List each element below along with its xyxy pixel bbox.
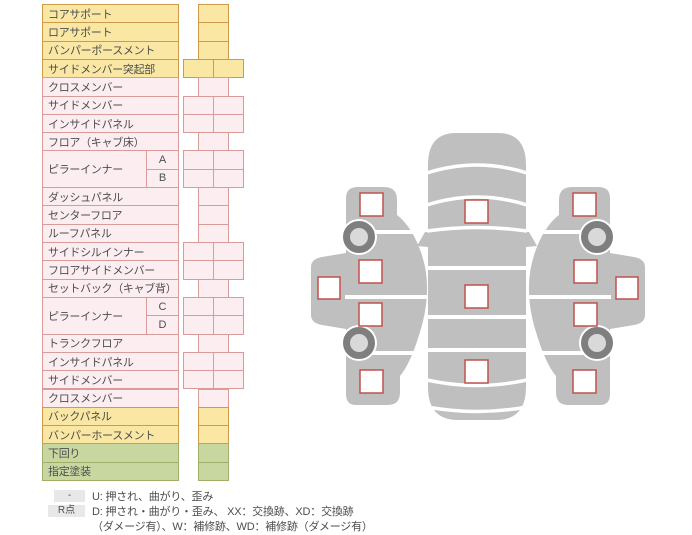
pillar-sub-label: B <box>146 168 179 189</box>
status-cell <box>183 168 214 189</box>
legend-text-u: U: 押され、曲がり、歪み <box>92 490 214 503</box>
damage-legend: - U: 押され、曲がり、歪み R点 D: 押され・曲がり・歪み、 XX：交換跡… <box>48 488 373 533</box>
part-label: ダッシュパネル <box>42 187 179 207</box>
status-cell <box>213 315 244 335</box>
right-mirror-icon <box>526 232 537 247</box>
part-label: サイドメンバー <box>42 95 179 115</box>
part-label: ピラーインナー <box>42 296 147 335</box>
checkpoint-square <box>464 199 489 224</box>
part-label: クロスメンバー <box>42 77 179 97</box>
status-cell <box>213 242 244 262</box>
status-cell <box>198 40 229 60</box>
status-cell <box>183 95 214 115</box>
status-cell <box>198 4 229 24</box>
left-side-view <box>311 187 429 405</box>
status-cell <box>198 223 229 244</box>
legend-badge-rpoint: R点 <box>48 504 85 517</box>
legend-text-rpoint-cont: （ダメージ有）、W：補修跡、WD：補修跡（ダメージ有） <box>92 520 373 533</box>
status-cell <box>198 132 229 152</box>
part-label: クロスメンバー <box>42 388 179 408</box>
roof-front-line <box>426 225 528 233</box>
part-label: フロアサイドメンバー <box>42 260 179 280</box>
status-cell <box>198 22 229 42</box>
status-cell <box>213 370 244 390</box>
status-cell <box>183 351 214 372</box>
status-cell <box>183 260 214 280</box>
part-label: バンパーポースメント <box>42 40 179 60</box>
part-label: サイドメンバー突起部 <box>42 58 179 79</box>
part-label: インサイドパネル <box>42 351 179 372</box>
part-label: トランクフロア <box>42 333 179 353</box>
status-cell <box>198 425 229 445</box>
pillar-sub-label: A <box>146 150 179 170</box>
status-cell <box>183 296 214 317</box>
pillar-sub-label: D <box>146 315 179 335</box>
rear-window-line <box>426 378 528 388</box>
part-label: コアサポート <box>42 4 179 24</box>
part-label: バンパーホースメント <box>42 425 179 445</box>
status-cell <box>198 461 229 482</box>
part-label: 指定塗装 <box>42 461 179 482</box>
part-label: ピラーインナー <box>42 150 147 189</box>
status-cell <box>213 351 244 372</box>
panel-divider <box>427 348 527 352</box>
checkpoint-square <box>464 284 489 309</box>
legend-badge-spacer <box>48 520 85 532</box>
status-cell <box>213 95 244 115</box>
status-cell <box>198 388 229 408</box>
part-label: 下回り <box>42 443 179 463</box>
hood-line <box>426 163 528 175</box>
status-cell <box>198 333 229 353</box>
top-view <box>417 133 537 420</box>
part-label: サイドシルインナー <box>42 242 179 262</box>
status-cell <box>198 187 229 207</box>
status-cell <box>183 58 214 79</box>
status-cell <box>183 315 214 335</box>
part-label: フロア（キャブ床） <box>42 132 179 152</box>
status-cell <box>198 205 229 225</box>
legend-text-rpoint: D: 押され・曲がり・歪み、 XX：交換跡、XD：交換跡 <box>92 505 354 518</box>
right-side-view <box>527 187 645 405</box>
status-cell <box>198 77 229 97</box>
status-cell <box>183 242 214 262</box>
status-cell <box>213 150 244 170</box>
status-cell <box>213 58 244 79</box>
left-mirror-icon <box>417 232 428 247</box>
status-cell <box>213 260 244 280</box>
panel-divider <box>427 315 527 319</box>
part-label: セットバック（キャブ背） <box>42 278 179 298</box>
part-label: ロアサポート <box>42 22 179 42</box>
legend-badge-minus: - <box>54 489 85 502</box>
pillar-sub-label: C <box>146 296 179 317</box>
windshield-line <box>426 195 528 207</box>
part-label: サイドメンバー <box>42 370 179 390</box>
legend-row-rpoint-cont: （ダメージ有）、W：補修跡、WD：補修跡（ダメージ有） <box>48 518 373 533</box>
status-cell <box>213 113 244 134</box>
panel-divider <box>427 266 527 270</box>
status-cell <box>183 150 214 170</box>
legend-row-rpoint: R点 D: 押され・曲がり・歪み、 XX：交換跡、XD：交換跡 <box>48 503 373 518</box>
checkpoint-square <box>464 359 489 384</box>
legend-row-u: - U: 押され、曲がり、歪み <box>48 488 373 503</box>
status-cell <box>213 296 244 317</box>
status-cell <box>183 113 214 134</box>
part-label: ルーフパネル <box>42 223 179 244</box>
part-label: バックパネル <box>42 406 179 427</box>
status-cell <box>183 370 214 390</box>
status-cell <box>213 168 244 189</box>
car-damage-diagram <box>296 133 692 420</box>
status-cell <box>198 406 229 427</box>
part-label: センターフロア <box>42 205 179 225</box>
part-label: インサイドパネル <box>42 113 179 134</box>
trunk-line <box>426 405 528 414</box>
status-cell <box>198 443 229 463</box>
status-cell <box>198 278 229 298</box>
